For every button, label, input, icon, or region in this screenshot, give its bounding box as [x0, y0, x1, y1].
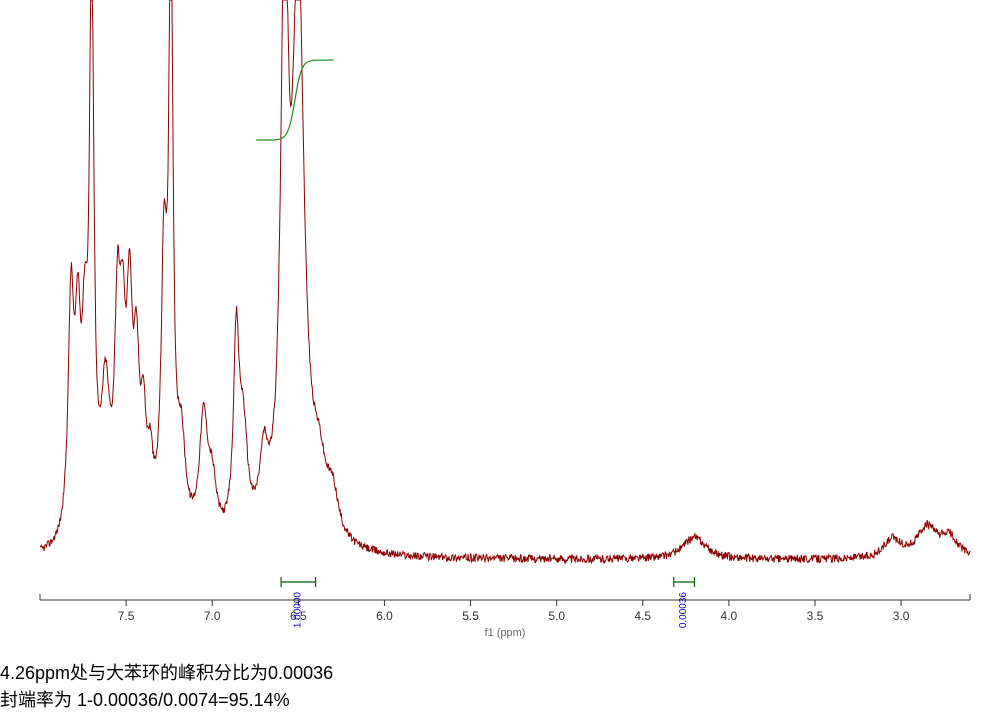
caption-line-1: 4.26ppm处与大苯环的峰积分比为0.00036: [0, 660, 333, 687]
svg-text:f1 (ppm): f1 (ppm): [485, 627, 526, 639]
integral-label: 1.00000: [292, 592, 303, 629]
svg-text:4.0: 4.0: [721, 609, 738, 623]
caption-block: 4.26ppm处与大苯环的峰积分比为0.00036 封端率为 1-0.00036…: [0, 660, 333, 714]
caption-line-2: 封端率为 1-0.00036/0.0074=95.14%: [0, 687, 333, 714]
nmr-spectrum-chart: 7.57.06.56.05.55.04.54.03.53.0f1 (ppm)1.…: [20, 0, 980, 650]
svg-text:6.0: 6.0: [376, 609, 393, 623]
svg-text:4.5: 4.5: [634, 609, 651, 623]
integral-label: 0.00036: [678, 592, 689, 629]
svg-text:3.5: 3.5: [807, 609, 824, 623]
svg-text:3.0: 3.0: [893, 609, 910, 623]
svg-text:5.0: 5.0: [548, 609, 565, 623]
svg-text:7.0: 7.0: [204, 609, 221, 623]
svg-text:5.5: 5.5: [462, 609, 479, 623]
svg-text:7.5: 7.5: [118, 609, 135, 623]
nmr-svg: 7.57.06.56.05.55.04.54.03.53.0f1 (ppm)1.…: [20, 0, 980, 650]
